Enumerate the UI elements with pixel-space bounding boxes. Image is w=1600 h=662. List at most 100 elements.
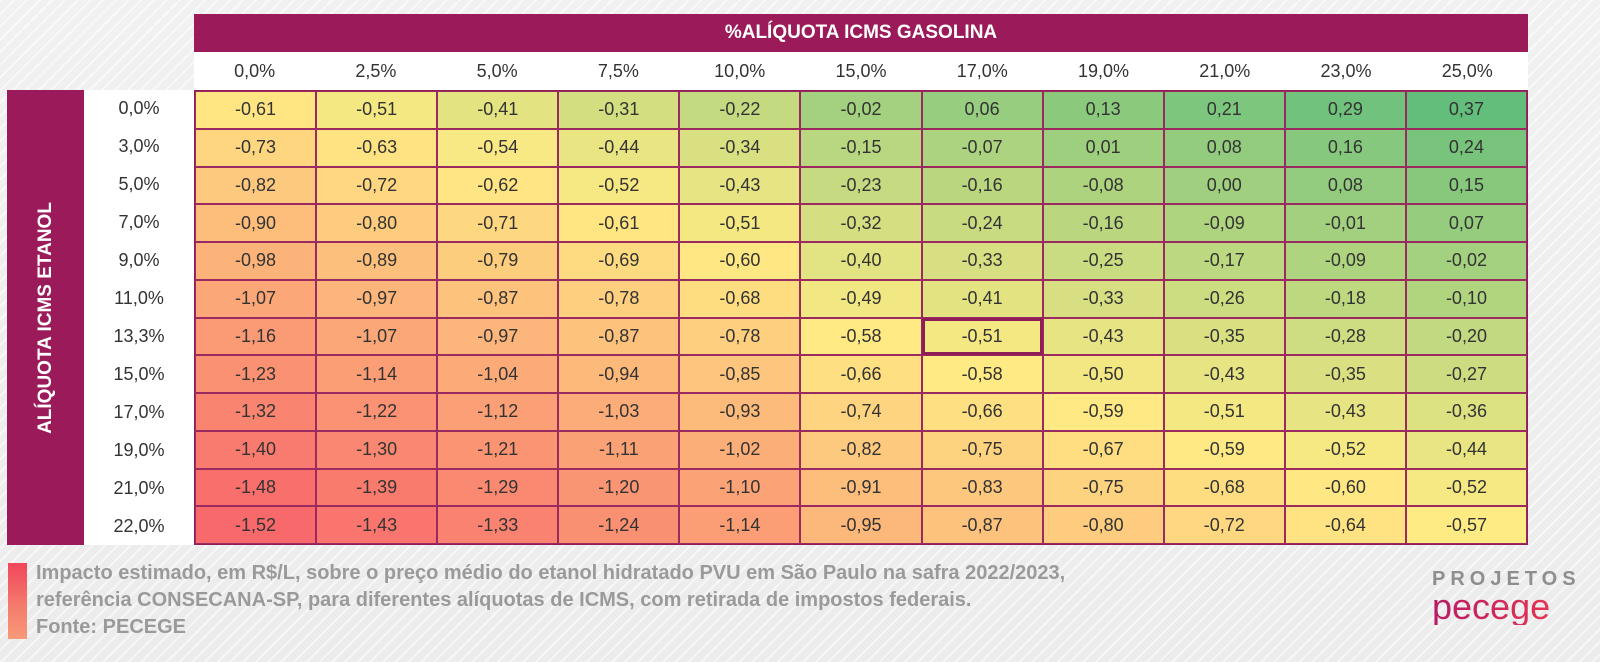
- heatmap-cell: 0,07: [1405, 204, 1527, 242]
- heatmap-cell: -0,80: [1042, 506, 1164, 544]
- heatmap-cell: -1,21: [437, 430, 559, 469]
- heatmap-cell: -1,07: [316, 317, 438, 356]
- heatmap-cell: -0,36: [1405, 393, 1527, 431]
- heatmap-cell: -0,49: [800, 279, 922, 318]
- row-axis-title: ALÍQUOTA ICMS ETANOL: [7, 90, 84, 545]
- heatmap-cell: 0,01: [1042, 128, 1164, 167]
- pecege-logo: PROJETOS pecege: [1432, 568, 1582, 638]
- heatmap-cell: -0,16: [1042, 204, 1164, 242]
- heatmap-cell: -0,57: [1405, 506, 1527, 544]
- column-tick-label: 21,0%: [1199, 61, 1251, 81]
- heatmap-cell: -0,83: [921, 468, 1043, 507]
- heatmap-cell: -0,22: [679, 91, 801, 129]
- heatmap-cell: -0,01: [1284, 204, 1406, 242]
- heatmap-cell: -0,80: [316, 204, 438, 242]
- heatmap-cell: -0,68: [679, 279, 801, 318]
- heatmap-cell: -0,59: [1163, 430, 1285, 469]
- heatmap-cell: -0,31: [558, 91, 680, 129]
- heatmap-cell: -0,26: [1163, 279, 1285, 318]
- heatmap-cell: -0,20: [1405, 317, 1527, 356]
- heatmap-cell: -0,54: [437, 128, 559, 167]
- caption-source: Fonte: PECEGE: [36, 616, 187, 638]
- heatmap-cell: -0,43: [679, 166, 801, 205]
- heatmap-cell: -0,87: [921, 506, 1043, 544]
- heatmap-cell: -0,02: [1405, 242, 1527, 280]
- column-tick-label: 0,0%: [234, 61, 276, 81]
- row-tick-label: 11,0%: [114, 288, 164, 309]
- heatmap-cell: -1,24: [558, 506, 680, 544]
- heatmap-cell: -1,14: [316, 355, 438, 393]
- heatmap-cell: -1,12: [437, 393, 559, 431]
- column-tick-label: 17,0%: [956, 61, 1008, 81]
- heatmap-cell: -0,74: [800, 393, 922, 431]
- heatmap-cell: -0,16: [921, 166, 1043, 205]
- heatmap-cell: -0,93: [679, 393, 801, 431]
- heatmap-cell: -0,27: [1405, 355, 1527, 393]
- heatmap-cell: -0,33: [1042, 279, 1164, 318]
- heatmap-cell: -0,17: [1163, 242, 1285, 280]
- heatmap-cell: -1,29: [437, 468, 559, 507]
- heatmap-cell: -1,02: [679, 430, 801, 469]
- heatmap-cell: -0,61: [195, 91, 317, 129]
- heatmap-cell: -0,66: [800, 355, 922, 393]
- heatmap-cell: -0,07: [921, 128, 1043, 167]
- heatmap-cell: -0,91: [800, 468, 922, 507]
- heatmap-cell: -0,85: [679, 355, 801, 393]
- heatmap-cell: -0,97: [437, 317, 559, 356]
- heatmap-cell: -0,87: [558, 317, 680, 356]
- heatmap-cell: -1,14: [679, 506, 801, 544]
- heatmap-cell: -0,32: [800, 204, 922, 242]
- heatmap-cell: -0,61: [558, 204, 680, 242]
- column-tick-label: 5,0%: [476, 61, 518, 81]
- heatmap-cell: -0,79: [437, 242, 559, 280]
- heatmap-cell: 0,29: [1284, 91, 1406, 129]
- heatmap-cell: 0,06: [921, 91, 1043, 129]
- heatmap-cell: -0,51: [1163, 393, 1285, 431]
- heatmap-cell: -0,35: [1284, 355, 1406, 393]
- row-tick-label: 0,0%: [118, 98, 160, 119]
- heatmap-cell: -0,40: [800, 242, 922, 280]
- heatmap-cell: -0,09: [1163, 204, 1285, 242]
- logo-bottom-text: pecege: [1432, 589, 1582, 625]
- heatmap-cell: -1,20: [558, 468, 680, 507]
- column-tick-label: 15,0%: [835, 61, 887, 81]
- heatmap-cell: 0,08: [1284, 166, 1406, 205]
- heatmap-cell: -0,35: [1163, 317, 1285, 356]
- row-tick-label: 7,0%: [118, 212, 160, 233]
- heatmap-cell: -0,58: [800, 317, 922, 356]
- heatmap-cell: -0,09: [1284, 242, 1406, 280]
- heatmap-cell: -0,75: [921, 430, 1043, 469]
- heatmap-cell: -0,95: [800, 506, 922, 544]
- heatmap-cell: -0,44: [558, 128, 680, 167]
- heatmap-cell: -0,41: [921, 279, 1043, 318]
- heatmap-cell: -0,78: [558, 279, 680, 318]
- heatmap-cell: -0,44: [1405, 430, 1527, 469]
- heatmap-cell: -0,15: [800, 128, 922, 167]
- row-axis-title-text: ALÍQUOTA ICMS ETANOL: [34, 201, 56, 434]
- heatmap-cell: 0,15: [1405, 166, 1527, 205]
- heatmap-cell: -1,04: [437, 355, 559, 393]
- heatmap-cell: -0,41: [437, 91, 559, 129]
- heatmap-cell: -0,75: [1042, 468, 1164, 507]
- heatmap-cell: 0,08: [1163, 128, 1285, 167]
- row-tick-label: 13,3%: [113, 325, 165, 346]
- heatmap-cell: -0,69: [558, 242, 680, 280]
- logo-top-text: PROJETOS: [1432, 568, 1581, 590]
- heatmap-cell: -0,28: [1284, 317, 1406, 356]
- heatmap-cell: -0,89: [316, 242, 438, 280]
- row-tick-label: 15,0%: [113, 363, 165, 384]
- row-tick-label: 17,0%: [113, 401, 165, 422]
- row-tick-label: 9,0%: [118, 250, 160, 271]
- heatmap-cell: -0,24: [921, 204, 1043, 242]
- heatmap-cell: -0,90: [195, 204, 317, 242]
- heatmap-cell: -0,51: [679, 204, 801, 242]
- heatmap-cell: -0,68: [1163, 468, 1285, 507]
- row-tick-label: 22,0%: [113, 515, 165, 536]
- heatmap-cell: 0,00: [1163, 166, 1285, 205]
- heatmap-cell: -1,23: [195, 355, 317, 393]
- heatmap-cell: -0,60: [1284, 468, 1406, 507]
- heatmap-cell: -0,94: [558, 355, 680, 393]
- heatmap-cell: -1,07: [195, 279, 317, 318]
- heatmap-cell: 0,13: [1042, 91, 1164, 129]
- row-tick-label: 3,0%: [118, 136, 160, 157]
